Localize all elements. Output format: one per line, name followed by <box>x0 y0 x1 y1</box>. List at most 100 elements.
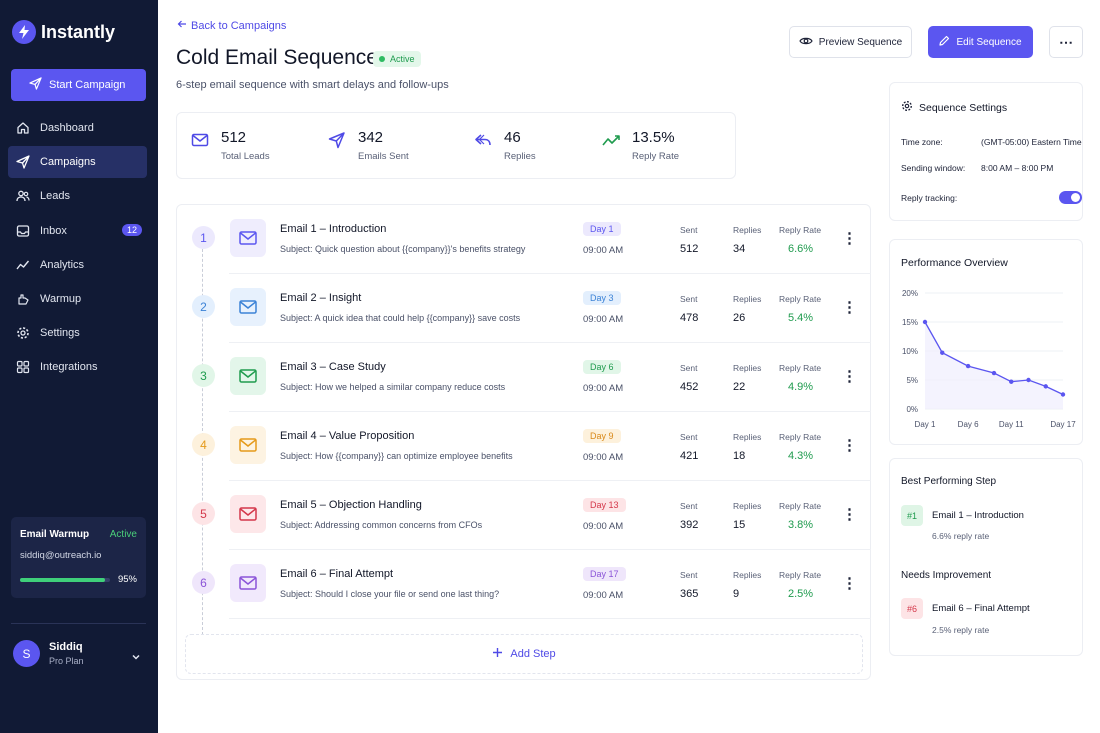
back-to-campaigns-link[interactable]: Back to Campaigns <box>177 19 286 32</box>
step-more-button[interactable]: ⋮ <box>842 299 857 316</box>
page-title: Cold Email Sequence <box>176 46 378 69</box>
sidebar-item-settings[interactable]: Settings <box>8 317 147 349</box>
sidebar-item-warmup[interactable]: Warmup <box>8 283 147 315</box>
paper-plane-icon <box>16 155 30 169</box>
step-more-button[interactable]: ⋮ <box>842 575 857 592</box>
eye-icon <box>799 36 813 49</box>
sequence-step-row[interactable]: 3 Email 3 – Case Study Subject: How we hel… <box>177 343 871 412</box>
chart-area <box>925 322 1063 409</box>
plus-icon <box>492 647 503 661</box>
reply-rate-label: Reply Rate <box>779 363 822 373</box>
sidebar: Instantly Start Campaign Dashboard Campa… <box>0 0 158 733</box>
best-step-title[interactable]: Email 1 – Introduction <box>932 510 1024 521</box>
subject-text: A quick idea that could help {{company}}… <box>314 313 521 323</box>
sending-window-value[interactable]: 8:00 AM – 8:00 PM <box>981 163 1054 173</box>
subject-text: How {{company}} can optimize employee be… <box>315 451 513 461</box>
stat-value: 46 <box>504 129 521 146</box>
stat-replies: 46 Replies <box>474 129 536 162</box>
send-icon <box>328 131 350 153</box>
users-icon <box>16 189 30 203</box>
stat-total-leads: 512 Total Leads <box>191 129 270 162</box>
user-menu[interactable]: S Siddiq Pro Plan <box>13 640 143 667</box>
sequence-step-row[interactable]: 5 Email 5 – Objection Handling Subject: Ad… <box>177 481 871 550</box>
sent-label: Sent <box>680 363 698 373</box>
reply-rate-value: 4.3% <box>788 450 814 462</box>
warmup-status: Active <box>109 529 137 540</box>
stat-emails-sent: 342 Emails Sent <box>328 129 409 162</box>
email-warmup-card[interactable]: Email Warmup Active siddiq@outreach.io 9… <box>11 517 146 598</box>
sending-window-label: Sending window: <box>901 163 966 173</box>
preview-sequence-button[interactable]: Preview Sequence <box>789 26 912 58</box>
start-campaign-button[interactable]: Start Campaign <box>11 69 146 101</box>
chart-data-point <box>1060 392 1066 397</box>
mail-icon <box>230 426 266 464</box>
replies-value: 15 <box>733 519 746 531</box>
replies-label: Replies <box>733 501 762 511</box>
step-more-button[interactable]: ⋮ <box>842 368 857 385</box>
step-title[interactable]: Email 6 – Final Attempt <box>280 568 394 580</box>
step-title[interactable]: Email 4 – Value Proposition <box>280 430 415 442</box>
subject-text: Quick question about {{company}}'s benef… <box>315 244 526 254</box>
hand-icon <box>16 292 30 306</box>
mail-icon <box>230 564 266 602</box>
reply-rate-label: Reply Rate <box>779 294 822 304</box>
step-title[interactable]: Email 3 – Case Study <box>280 361 386 373</box>
sequence-step-row[interactable]: 6 Email 6 – Final Attempt Subject: Should … <box>177 550 871 619</box>
step-subject: Subject: A quick idea that could help {{… <box>280 313 520 323</box>
sidebar-item-analytics[interactable]: Analytics <box>8 249 147 281</box>
sequence-step-row[interactable]: 2 Email 2 – Insight Subject: A quick idea … <box>177 274 871 343</box>
needs-step-title[interactable]: Email 6 – Final Attempt <box>932 603 1030 614</box>
sidebar-item-inbox[interactable]: Inbox 12 <box>8 215 147 247</box>
timezone-label: Time zone: <box>901 137 943 147</box>
sidebar-item-dashboard[interactable]: Dashboard <box>8 112 147 144</box>
chevron-down-icon[interactable] <box>131 649 141 667</box>
reply-tracking-toggle[interactable] <box>1059 191 1082 204</box>
row-divider <box>229 480 871 481</box>
sequence-step-row[interactable]: 1 Email 1 – Introduction Subject: Quick qu… <box>177 205 871 274</box>
chart-y-tick-label: 15% <box>902 318 918 327</box>
step-number: 3 <box>192 364 215 387</box>
warmup-progress-label: 95% <box>117 574 137 585</box>
sent-value: 365 <box>680 588 699 600</box>
chart-data-point <box>1026 377 1031 383</box>
sidebar-item-campaigns[interactable]: Campaigns <box>8 146 147 179</box>
more-options-button[interactable]: ⋯ <box>1049 26 1083 58</box>
inbox-count-badge: 12 <box>121 223 142 236</box>
logo[interactable]: Instantly <box>12 20 115 44</box>
stat-value: 512 <box>221 129 247 146</box>
timezone-value[interactable]: (GMT-05:00) Eastern Time <box>981 137 1082 147</box>
reply-rate-value: 3.8% <box>788 519 814 531</box>
replies-value: 22 <box>733 381 746 393</box>
sequence-step-row[interactable]: 4 Email 4 – Value Proposition Subject: How… <box>177 412 871 481</box>
reply-rate-label: Reply Rate <box>779 432 822 442</box>
sidebar-item-leads[interactable]: Leads <box>8 180 147 212</box>
replies-value: 26 <box>733 312 746 324</box>
page-subtitle: 6-step email sequence with smart delays … <box>176 79 449 91</box>
best-rank-badge: #1 <box>901 505 923 526</box>
row-divider <box>229 618 871 619</box>
add-step-button[interactable]: Add Step <box>185 634 863 674</box>
subject-prefix: Subject: <box>280 382 313 392</box>
replies-label: Replies <box>733 225 762 235</box>
send-time: 09:00 AM <box>583 245 624 256</box>
chart-data-point <box>922 319 928 325</box>
sequence-settings-panel: Sequence Settings Time zone: (GMT-05:00)… <box>889 82 1083 221</box>
sent-value: 512 <box>680 243 699 255</box>
stat-label: Replies <box>504 151 536 162</box>
subject-text: Should I close your file or send one las… <box>315 589 500 599</box>
stat-value: 342 <box>358 129 384 146</box>
avatar: S <box>13 640 40 667</box>
stat-label: Emails Sent <box>358 151 409 162</box>
step-title[interactable]: Email 1 – Introduction <box>280 223 387 235</box>
step-more-button[interactable]: ⋮ <box>842 230 857 247</box>
step-title[interactable]: Email 2 – Insight <box>280 292 362 304</box>
sidebar-item-integrations[interactable]: Integrations <box>8 351 147 383</box>
step-title[interactable]: Email 5 – Objection Handling <box>280 499 422 511</box>
mail-icon <box>230 219 266 257</box>
step-more-button[interactable]: ⋮ <box>842 506 857 523</box>
day-badge: Day 3 <box>583 291 621 305</box>
reply-rate-value: 4.9% <box>788 381 814 393</box>
step-more-button[interactable]: ⋮ <box>842 437 857 454</box>
edit-sequence-button[interactable]: Edit Sequence <box>928 26 1033 58</box>
replies-value: 18 <box>733 450 746 462</box>
